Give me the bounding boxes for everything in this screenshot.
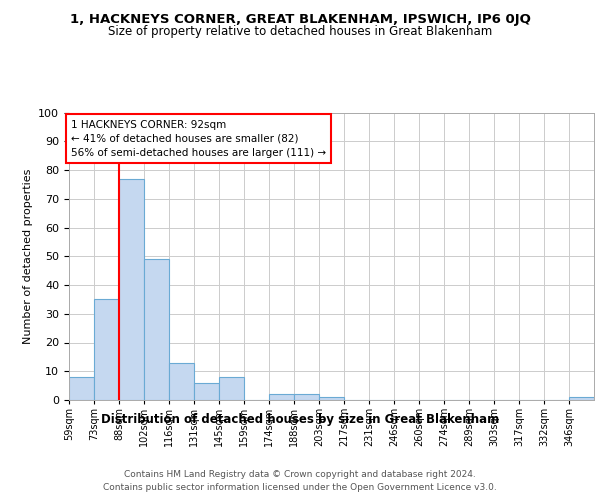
Bar xyxy=(194,383,219,400)
Bar xyxy=(94,300,119,400)
Bar xyxy=(169,362,194,400)
Text: 1 HACKNEYS CORNER: 92sqm
← 41% of detached houses are smaller (82)
56% of semi-d: 1 HACKNEYS CORNER: 92sqm ← 41% of detach… xyxy=(71,120,326,158)
Bar xyxy=(119,178,144,400)
Text: Distribution of detached houses by size in Great Blakenham: Distribution of detached houses by size … xyxy=(101,412,499,426)
Bar xyxy=(69,377,94,400)
Bar xyxy=(569,397,594,400)
Bar xyxy=(269,394,294,400)
Text: Contains HM Land Registry data © Crown copyright and database right 2024.: Contains HM Land Registry data © Crown c… xyxy=(124,470,476,479)
Text: Contains public sector information licensed under the Open Government Licence v3: Contains public sector information licen… xyxy=(103,482,497,492)
Text: 1, HACKNEYS CORNER, GREAT BLAKENHAM, IPSWICH, IP6 0JQ: 1, HACKNEYS CORNER, GREAT BLAKENHAM, IPS… xyxy=(70,12,530,26)
Bar xyxy=(319,397,344,400)
Bar xyxy=(144,259,169,400)
Bar xyxy=(294,394,319,400)
Y-axis label: Number of detached properties: Number of detached properties xyxy=(23,168,33,344)
Text: Size of property relative to detached houses in Great Blakenham: Size of property relative to detached ho… xyxy=(108,25,492,38)
Bar xyxy=(219,377,244,400)
